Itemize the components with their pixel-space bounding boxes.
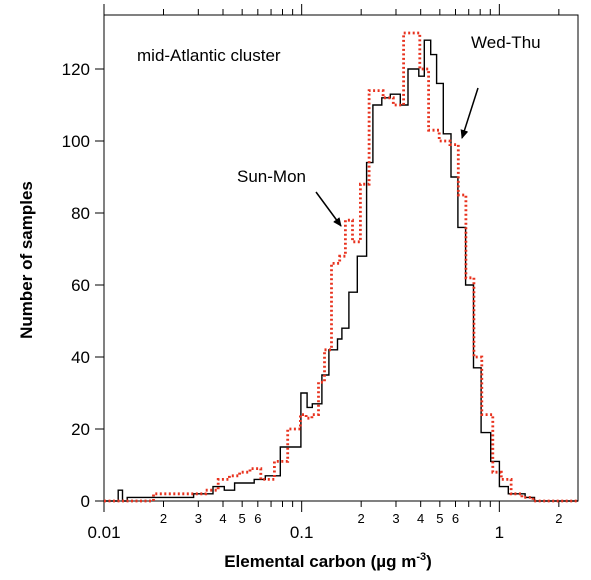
plot-frame bbox=[103, 14, 579, 502]
x-axis-title: Elemental carbon (µg m-3) bbox=[224, 551, 432, 571]
y-axis-title: Number of samples bbox=[17, 181, 36, 339]
x-minor-tick-label: 5 bbox=[239, 511, 246, 526]
x-minor-tick-label: 3 bbox=[195, 511, 202, 526]
y-tick-label: 0 bbox=[81, 492, 90, 511]
x-axis-title-main: Elemental carbon (µg m bbox=[224, 552, 416, 571]
series-line-wed-thu bbox=[104, 39, 578, 502]
y-tick-label: 120 bbox=[62, 60, 90, 79]
x-major-tick-label: 1 bbox=[495, 523, 504, 542]
x-axis-title-close: ) bbox=[426, 552, 432, 571]
x-minor-tick-label: 6 bbox=[254, 511, 261, 526]
x-minor-tick-label: 6 bbox=[452, 511, 459, 526]
x-minor-tick-label: 4 bbox=[219, 511, 226, 526]
arrow-sun-mon bbox=[315, 191, 342, 227]
x-minor-tick-label: 3 bbox=[392, 511, 399, 526]
series-line-sun-mon bbox=[104, 31, 578, 503]
x-minor-tick-label: 2 bbox=[358, 511, 365, 526]
annotation-cluster-label: mid-Atlantic cluster bbox=[137, 46, 281, 65]
series-layer bbox=[104, 31, 578, 503]
x-minor-tick-label: 5 bbox=[436, 511, 443, 526]
y-tick-label: 80 bbox=[71, 204, 90, 223]
y-tick-label: 20 bbox=[71, 420, 90, 439]
x-minor-tick-label: 4 bbox=[417, 511, 424, 526]
y-tick-label: 100 bbox=[62, 132, 90, 151]
x-minor-tick-label: 2 bbox=[160, 511, 167, 526]
y-tick-label: 40 bbox=[71, 348, 90, 367]
x-axis-title-sup: -3 bbox=[416, 551, 426, 563]
x-minor-tick-label: 2 bbox=[555, 511, 562, 526]
plot-frame-layer bbox=[103, 14, 579, 502]
series-label-sun-mon: Sun-Mon bbox=[237, 167, 306, 186]
y-tick-label: 60 bbox=[71, 276, 90, 295]
arrow-wed-thu bbox=[460, 87, 479, 139]
x-major-tick-label: 0.1 bbox=[290, 523, 314, 542]
x-major-tick-label: 0.01 bbox=[87, 523, 120, 542]
series-label-wed-thu: Wed-Thu bbox=[471, 33, 541, 52]
